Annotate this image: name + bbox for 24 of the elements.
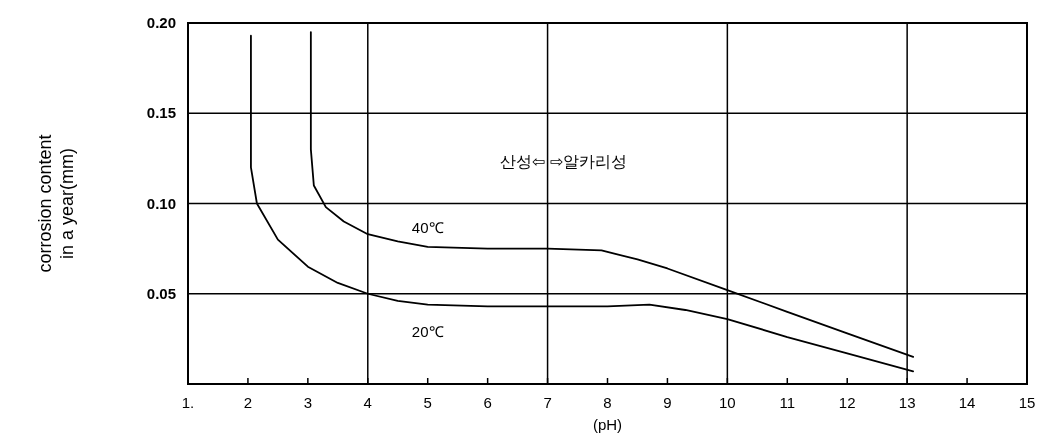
x-axis-title: (pH): [592, 416, 623, 433]
xtick: 10: [719, 394, 736, 411]
xtick: 5: [423, 394, 432, 411]
xtick: 1.: [181, 394, 195, 411]
xtick: 4: [363, 394, 372, 411]
series-label: 40℃: [411, 218, 444, 236]
ytick: 0.10: [146, 194, 176, 212]
xtick: 2: [243, 394, 253, 411]
xtick: 12: [838, 394, 856, 411]
series-label: 20℃: [411, 322, 444, 340]
ytick: 0.20: [146, 14, 176, 31]
xtick: 11: [779, 394, 796, 411]
xtick: 7: [543, 394, 552, 411]
annotation: 산성⇦ ⇨알카리성: [500, 153, 627, 171]
xtick: 14: [958, 394, 976, 411]
xtick: 15: [1018, 394, 1036, 411]
ytick: 0.15: [146, 104, 176, 122]
xtick: 8: [603, 394, 612, 411]
ytick: 0.05: [146, 284, 176, 302]
y-axis-title: corrosion content in a year(mm): [35, 134, 77, 273]
xtick: 6: [483, 394, 492, 411]
xtick: 9: [663, 394, 672, 411]
xtick: 13: [898, 394, 916, 411]
xtick: 3: [303, 394, 313, 411]
